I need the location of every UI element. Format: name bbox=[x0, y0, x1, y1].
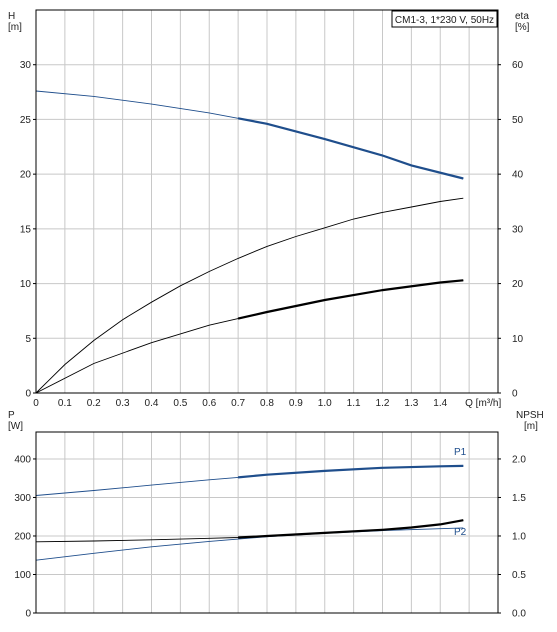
x-axis-label: Q [m³/h] bbox=[465, 398, 501, 409]
right-tick-label: 0.0 bbox=[512, 609, 526, 620]
series-operating-range-h bbox=[237, 117, 464, 180]
bottom-left-axis-label-line2: [W] bbox=[8, 421, 23, 432]
series-layer bbox=[35, 90, 464, 561]
x-tick-label: 0.3 bbox=[116, 398, 130, 409]
bottom-plot-frame bbox=[35, 431, 499, 614]
top-right-axis-label-line1: eta bbox=[515, 11, 529, 22]
x-tick-label: 0 bbox=[33, 398, 39, 409]
x-tick-label: 1.3 bbox=[404, 398, 418, 409]
chart-title: CM1-3, 1*230 V, 50Hz bbox=[395, 15, 494, 26]
right-tick-label: 10 bbox=[512, 334, 524, 345]
right-tick-label: 1.5 bbox=[512, 493, 526, 504]
series-line-eta_lower bbox=[35, 279, 464, 394]
right-tick-label: 40 bbox=[512, 170, 524, 181]
x-tick-label: 0.7 bbox=[231, 398, 245, 409]
x-tick-label: 1.4 bbox=[433, 398, 447, 409]
series-line-p1 bbox=[35, 465, 464, 496]
x-tick-label: 1.1 bbox=[347, 398, 361, 409]
x-tick-label: 0.8 bbox=[260, 398, 274, 409]
top-left-axis-label-line2: [m] bbox=[8, 22, 22, 33]
series-line-p2 bbox=[35, 527, 464, 561]
left-tick-label: 20 bbox=[20, 170, 32, 181]
series-operating-range-npsh bbox=[238, 519, 464, 539]
x-tick-label: 0.1 bbox=[58, 398, 72, 409]
top-plot-frame bbox=[35, 9, 499, 394]
series-operating-range-eta_lower bbox=[237, 279, 464, 320]
bottom-right-axis-label-line1: NPSH bbox=[516, 410, 544, 421]
left-tick-label: 0 bbox=[25, 389, 31, 400]
bottom-plot-grid bbox=[36, 432, 498, 614]
right-tick-label: 1.0 bbox=[512, 531, 526, 542]
right-tick-label: 0 bbox=[512, 389, 518, 400]
top-left-axis-label-line1: H bbox=[8, 11, 15, 22]
left-tick-label: 400 bbox=[14, 454, 31, 465]
x-tick-label: 0.6 bbox=[202, 398, 216, 409]
left-tick-label: 5 bbox=[25, 334, 31, 345]
series-operating-range-p1 bbox=[237, 464, 464, 479]
bottom-right-axis-label-line2: [m] bbox=[524, 421, 538, 432]
left-tick-label: 100 bbox=[14, 570, 31, 581]
right-tick-label: 60 bbox=[512, 60, 524, 71]
x-tick-label: 0.4 bbox=[145, 398, 159, 409]
right-tick-label: 0.5 bbox=[512, 570, 526, 581]
legend-label-p2: P2 bbox=[454, 527, 467, 538]
bottom-left-axis-label-line1: P bbox=[8, 410, 15, 421]
left-tick-label: 10 bbox=[20, 279, 32, 290]
left-tick-label: 25 bbox=[20, 115, 32, 126]
left-tick-label: 0 bbox=[25, 609, 31, 620]
left-tick-label: 15 bbox=[20, 224, 32, 235]
right-tick-label: 20 bbox=[512, 279, 524, 290]
x-tick-label: 0.2 bbox=[87, 398, 101, 409]
series-line-eta_upper bbox=[35, 197, 464, 394]
right-tick-label: 30 bbox=[512, 224, 524, 235]
title-box bbox=[391, 10, 498, 28]
legend-label-p1: P1 bbox=[454, 447, 467, 458]
x-tick-label: 0.5 bbox=[173, 398, 187, 409]
top-right-axis-label-line2: [%] bbox=[515, 22, 530, 33]
right-tick-label: 2.0 bbox=[512, 454, 526, 465]
left-tick-label: 200 bbox=[14, 531, 31, 542]
right-tick-label: 50 bbox=[512, 115, 524, 126]
x-tick-label: 1.0 bbox=[318, 398, 332, 409]
top-plot-grid bbox=[36, 10, 498, 394]
x-tick-label: 0.9 bbox=[289, 398, 303, 409]
left-tick-label: 300 bbox=[14, 493, 31, 504]
left-tick-label: 30 bbox=[20, 60, 32, 71]
x-tick-label: 1.2 bbox=[376, 398, 390, 409]
series-line-h bbox=[35, 90, 464, 179]
